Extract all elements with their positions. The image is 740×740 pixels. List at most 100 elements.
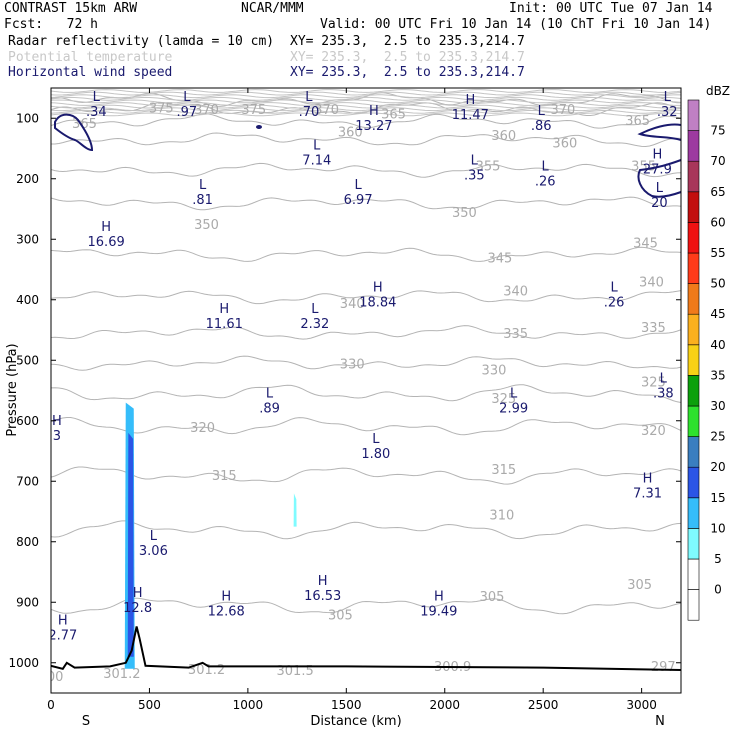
terrain-layer [51, 626, 681, 671]
extremum-kind: H [369, 104, 379, 119]
extremum-kind: L [183, 90, 191, 105]
theta-upper-band [51, 99, 681, 104]
y-tick-label: 500 [16, 353, 39, 367]
theta-label: 360 [552, 136, 577, 151]
y-tick-label: 100 [16, 111, 39, 125]
extremum-value: 16.53 [304, 589, 341, 604]
wind-extremum-low: L.38 [653, 371, 674, 401]
colorbar-tick-label: 55 [710, 246, 725, 260]
theta-label: 305 [480, 590, 505, 605]
colorbar-swatch [687, 405, 700, 437]
theta-isentrope-345 [51, 246, 681, 262]
theta-label: 315 [212, 469, 237, 484]
wind-extremum-low: L.35 [464, 154, 485, 184]
extremum-kind: H [643, 471, 653, 486]
wind-extremum-high: H27.9 [643, 148, 672, 178]
wind-extremum-low: L.89 [259, 387, 280, 417]
reflectivity-cell [127, 432, 134, 657]
extremum-value: 27.9 [643, 163, 672, 178]
extremum-kind: L [313, 139, 321, 154]
theta-isentrope-365 [51, 113, 681, 129]
extremum-kind: L [610, 281, 618, 296]
extremum-value: 16.69 [88, 235, 125, 250]
wind-extremum-high: H7.31 [633, 471, 662, 501]
colorbar-title: dBZ [706, 84, 730, 98]
theta-label: 365 [625, 114, 650, 129]
field-theta-xy: XY= 235.3, 2.5 to 235.3,214.7 [290, 50, 525, 65]
valid-time: Valid: 00 UTC Fri 10 Jan 14 (10 ChT Fri … [320, 17, 712, 32]
extremum-value: .97 [177, 105, 198, 120]
extremum-value: 3.06 [139, 544, 168, 559]
theta-isentrope-320 [51, 417, 681, 436]
colorbar-tick-label: 10 [710, 521, 725, 535]
theta-label: 320 [190, 421, 215, 436]
extremum-value: 2.99 [499, 402, 528, 417]
extremum-value: .26 [604, 296, 625, 311]
theta-label: 330 [482, 363, 507, 378]
y-tick-label: 1000 [8, 656, 39, 670]
wind-extremum-low: L7.14 [302, 139, 331, 169]
extremum-value: .34 [86, 105, 107, 120]
colorbar-tick-label: 70 [710, 154, 725, 168]
colorbar-swatch [687, 466, 700, 499]
theta-upper-band [51, 107, 681, 112]
jet-contours [54, 113, 681, 198]
forecast-hour: Fcst: 72 h [4, 17, 98, 32]
extremum-kind: L [311, 302, 319, 317]
wind-extremum-low: L.81 [192, 178, 213, 208]
wind-extremum-low: L.70 [299, 90, 320, 120]
theta-isentrope-310 [51, 520, 681, 540]
theta-label: 340 [503, 285, 528, 300]
theta-label: 365 [381, 107, 406, 122]
extremum-kind: L [355, 178, 363, 193]
extremum-kind: L [510, 387, 518, 402]
theta-label: 297 [651, 660, 676, 675]
theta-label: 375 [241, 103, 266, 118]
wind-extremum-high: H16.69 [88, 220, 125, 250]
colorbar-tick-label: 65 [710, 185, 725, 199]
theta-isentrope-325 [51, 384, 681, 403]
extremum-kind: L [656, 181, 664, 196]
axes: 0 500 1000 1500 2000 2500 3000 100 200 300 400 500 6… [8, 88, 681, 712]
y-tick-label: 600 [16, 414, 39, 428]
y-tick-label: 200 [16, 172, 39, 186]
theta-upper-band [51, 94, 681, 99]
extremum-kind: L [305, 90, 313, 105]
extremum-value: 18.84 [359, 296, 396, 311]
theta-label: 360 [338, 126, 363, 141]
extremum-kind: L [542, 160, 550, 175]
colorbar-tick-label: 75 [710, 124, 725, 138]
field-theta-name: Potential temperature [8, 50, 173, 65]
theta-isentrope-350 [51, 196, 681, 211]
x-tick-label: 1500 [331, 698, 362, 712]
theta-label: 340 [639, 276, 664, 291]
field-wind-xy: XY= 235.3, 2.5 to 235.3,214.7 [290, 65, 525, 80]
extremum-value: 11.47 [452, 108, 489, 123]
theta-upper-band [51, 91, 681, 96]
x-tick-label: 2000 [429, 698, 460, 712]
y-tick-label: 800 [16, 535, 39, 549]
reflectivity-cell [293, 493, 297, 527]
x-tick-label: 0 [47, 698, 55, 712]
theta-label: 370 [550, 103, 575, 118]
colorbar-swatch [687, 528, 700, 560]
theta-label: 330 [340, 357, 365, 372]
extremum-kind: H [221, 589, 231, 604]
extremum-kind: H [101, 220, 111, 235]
x-tick-label: 3000 [626, 698, 657, 712]
extremum-kind: L [538, 104, 546, 119]
direction-south: S [82, 714, 90, 729]
wind-contour-left [54, 113, 94, 152]
direction-north: N [655, 714, 665, 729]
theta-label: 350 [194, 218, 219, 233]
wind-contour-right-mid [637, 159, 681, 198]
theta-label: 335 [503, 327, 528, 342]
theta-label: 305 [328, 608, 353, 623]
colorbar-swatch [687, 558, 700, 590]
extremum-value: 7.31 [633, 486, 662, 501]
theta-label: 370 [194, 103, 219, 118]
extremum-value: .26 [535, 175, 556, 190]
plot-frame [50, 87, 682, 694]
